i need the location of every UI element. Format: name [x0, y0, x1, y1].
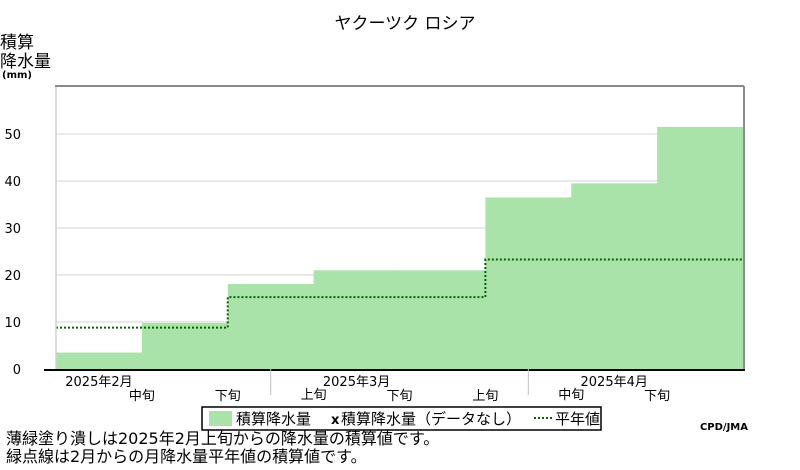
- area-bar: [657, 126, 744, 369]
- note-fill: 薄緑塗り潰しは2025年2月上旬からの降水量の積算値です。: [6, 429, 440, 448]
- area-bar: [227, 283, 315, 369]
- legend-box: [201, 406, 602, 431]
- legend-swatch-area: [209, 411, 232, 426]
- y-axis-ticks: 0 10 20 30 40 50: [4, 128, 21, 378]
- area-bar: [571, 183, 658, 369]
- y-tick-label: 40: [4, 175, 21, 190]
- y-axis-label-line1: 積算: [0, 33, 34, 53]
- month-label: 2025年4月: [581, 375, 648, 390]
- area-bar: [399, 270, 486, 369]
- series-area: [56, 126, 744, 369]
- area-bar: [313, 270, 400, 369]
- area-bar: [141, 322, 229, 369]
- period-label: 下旬: [215, 389, 241, 404]
- y-axis-unit: (mm): [2, 70, 32, 81]
- legend-label-area: 積算降水量: [236, 410, 311, 428]
- y-tick-label: 10: [4, 316, 21, 331]
- chart-title: ヤクーツク ロシア: [334, 14, 475, 34]
- month-label: 2025年2月: [65, 375, 132, 390]
- period-label: 中旬: [129, 389, 155, 404]
- chart-notes: 薄緑塗り潰しは2025年2月上旬からの降水量の積算値です。 緑点線は2月からの月…: [6, 430, 439, 466]
- legend-label-nodata: 積算降水量（データなし）: [341, 410, 521, 428]
- plot-frame: [44, 85, 745, 371]
- area-bar: [56, 352, 143, 369]
- credit: CPD/JMA: [700, 422, 748, 433]
- legend: 積算降水量 x 積算降水量（データなし） 平年値: [201, 406, 602, 431]
- period-label: 下旬: [386, 389, 412, 404]
- month-label: 2025年3月: [323, 375, 390, 390]
- y-axis-label-line2: 降水量: [0, 52, 51, 72]
- legend-label-normal: 平年値: [555, 410, 600, 428]
- legend-marker-x: x: [331, 413, 340, 428]
- period-label: 上旬: [472, 389, 498, 404]
- y-tick-label: 30: [4, 222, 21, 237]
- period-label: 上旬: [301, 388, 327, 403]
- y-tick-label: 50: [4, 128, 21, 143]
- note-dotted: 緑点線は2月からの月降水量平年値の積算値です。: [6, 447, 367, 466]
- normal-line: [56, 258, 743, 329]
- area-bar: [485, 197, 572, 369]
- period-label: 下旬: [644, 389, 670, 404]
- period-label: 中旬: [558, 388, 584, 403]
- y-tick-label: 20: [4, 269, 21, 284]
- series-normal-line: [56, 258, 743, 329]
- y-tick-label: 0: [13, 363, 21, 378]
